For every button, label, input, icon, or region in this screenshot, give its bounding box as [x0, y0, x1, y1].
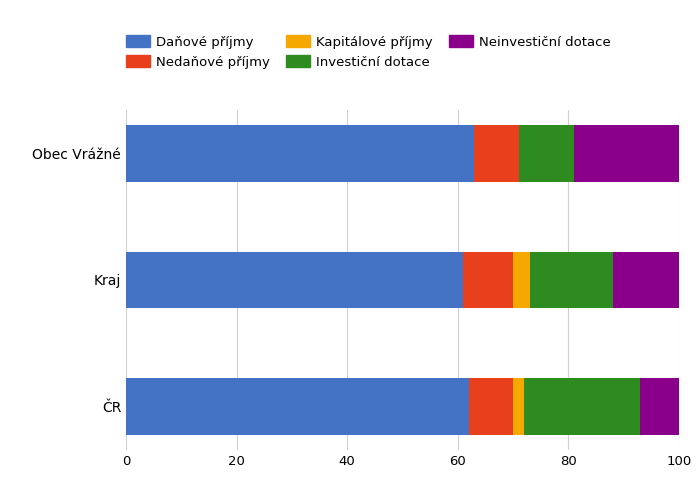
- Bar: [612, 252, 679, 308]
- Bar: [463, 252, 513, 308]
- Bar: [640, 378, 679, 434]
- Bar: [574, 126, 679, 182]
- Legend: Daňové příjmy, Nedaňové příjmy, Kapitálové příjmy, Investiční dotace, Neinvestič: Daňové příjmy, Nedaňové příjmy, Kapitálo…: [126, 35, 611, 68]
- Bar: [513, 378, 524, 434]
- Bar: [530, 252, 612, 308]
- Bar: [513, 252, 530, 308]
- Bar: [475, 126, 519, 182]
- Bar: [126, 378, 469, 434]
- Bar: [519, 126, 574, 182]
- Bar: [469, 378, 513, 434]
- Bar: [126, 126, 475, 182]
- Bar: [126, 252, 463, 308]
- Bar: [524, 378, 640, 434]
